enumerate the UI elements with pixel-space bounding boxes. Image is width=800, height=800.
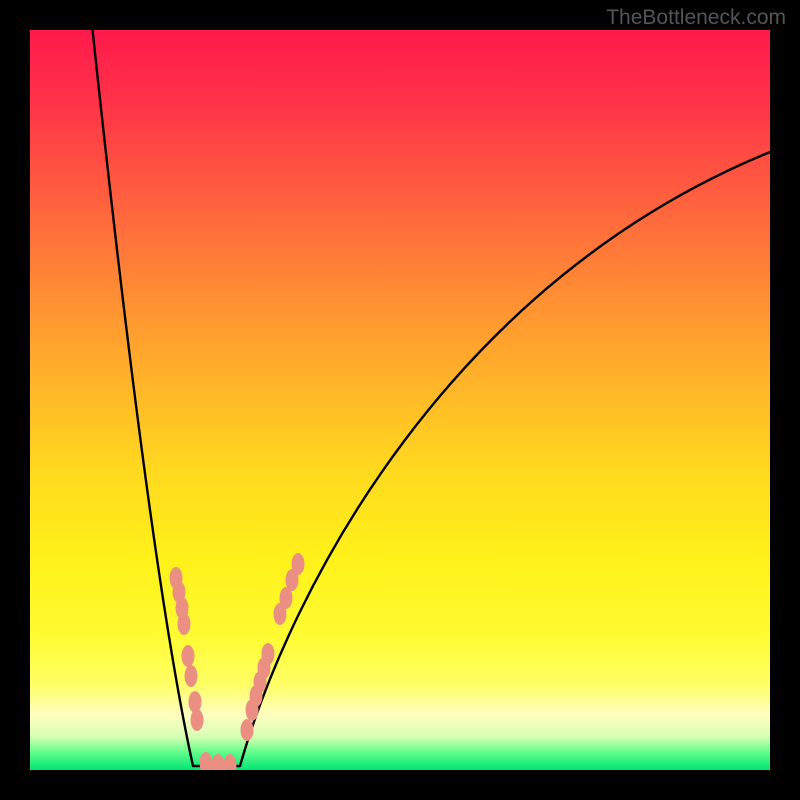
watermark-text: TheBottleneck.com	[606, 6, 786, 30]
plot-area	[30, 30, 770, 770]
gradient-background	[30, 30, 770, 770]
chart-frame: TheBottleneck.com	[0, 0, 800, 800]
